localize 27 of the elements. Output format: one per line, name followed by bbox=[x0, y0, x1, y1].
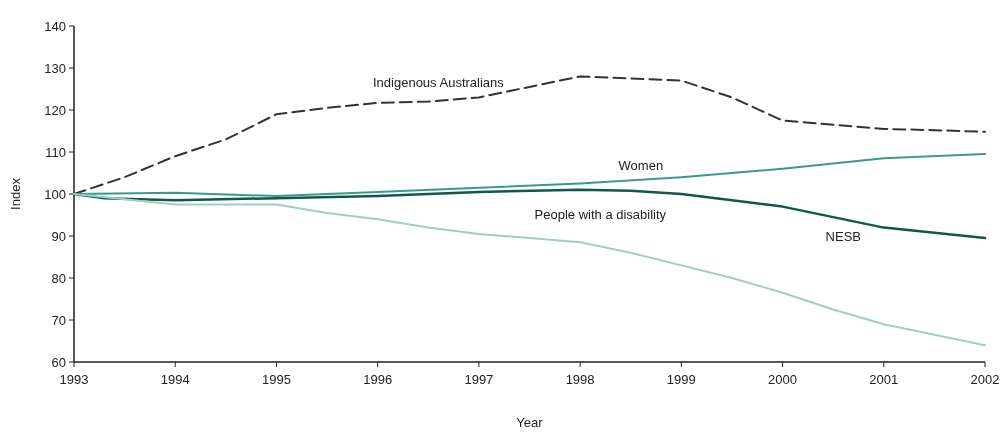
y-axis-title: Index bbox=[8, 177, 23, 210]
y-tick-label: 80 bbox=[51, 270, 66, 286]
y-tick-label: 140 bbox=[44, 18, 66, 34]
line-series bbox=[73, 75, 986, 195]
series-label: People with a disability bbox=[534, 206, 667, 222]
y-tick-label: 60 bbox=[51, 354, 66, 370]
x-tick-label: 1997 bbox=[464, 372, 494, 387]
series-label: Indigenous Australians bbox=[372, 74, 505, 90]
y-tick-label: 90 bbox=[51, 228, 66, 244]
y-tick-label: 130 bbox=[44, 60, 66, 76]
x-tick-label: 1996 bbox=[363, 372, 393, 387]
x-tick-label: 1993 bbox=[59, 372, 89, 387]
x-tick-label: 2000 bbox=[768, 372, 798, 387]
x-axis-title: Year bbox=[516, 415, 544, 430]
x-tick-label: 2002 bbox=[970, 372, 1000, 387]
series-label: NESB bbox=[825, 229, 861, 245]
x-tick-label: 1995 bbox=[261, 372, 291, 387]
x-tick-label: 2001 bbox=[869, 372, 899, 387]
x-tick-label: 1998 bbox=[565, 372, 595, 387]
x-tick-label: 1994 bbox=[160, 372, 190, 387]
y-tick-label: 120 bbox=[44, 102, 66, 118]
series-label: Women bbox=[618, 157, 664, 173]
x-tick-label: 1999 bbox=[666, 372, 696, 387]
y-tick-label: 70 bbox=[51, 312, 66, 328]
y-tick-label: 100 bbox=[44, 186, 66, 202]
line-series bbox=[73, 193, 986, 347]
y-tick-label: 110 bbox=[45, 144, 66, 160]
